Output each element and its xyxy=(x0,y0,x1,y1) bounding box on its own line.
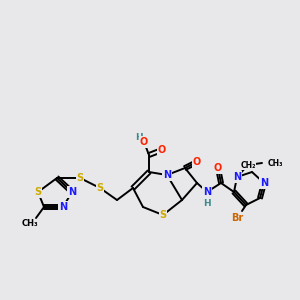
Text: N: N xyxy=(260,178,268,188)
Text: O: O xyxy=(158,145,166,155)
Text: CH₂: CH₂ xyxy=(240,160,256,169)
Text: S: S xyxy=(96,183,103,193)
Text: H: H xyxy=(203,200,211,208)
Text: O: O xyxy=(140,137,148,147)
Text: N: N xyxy=(163,170,171,180)
Text: N: N xyxy=(203,187,211,197)
Text: N: N xyxy=(59,202,67,212)
Text: CH₃: CH₃ xyxy=(268,158,283,167)
Text: S: S xyxy=(76,173,84,183)
Text: O: O xyxy=(193,157,201,167)
Text: H: H xyxy=(135,134,143,142)
Text: Br: Br xyxy=(231,213,243,223)
Text: S: S xyxy=(159,210,167,220)
Text: N: N xyxy=(233,172,241,182)
Text: O: O xyxy=(214,163,222,173)
Text: N: N xyxy=(68,187,76,197)
Text: CH₃: CH₃ xyxy=(22,218,38,227)
Text: S: S xyxy=(34,187,42,197)
